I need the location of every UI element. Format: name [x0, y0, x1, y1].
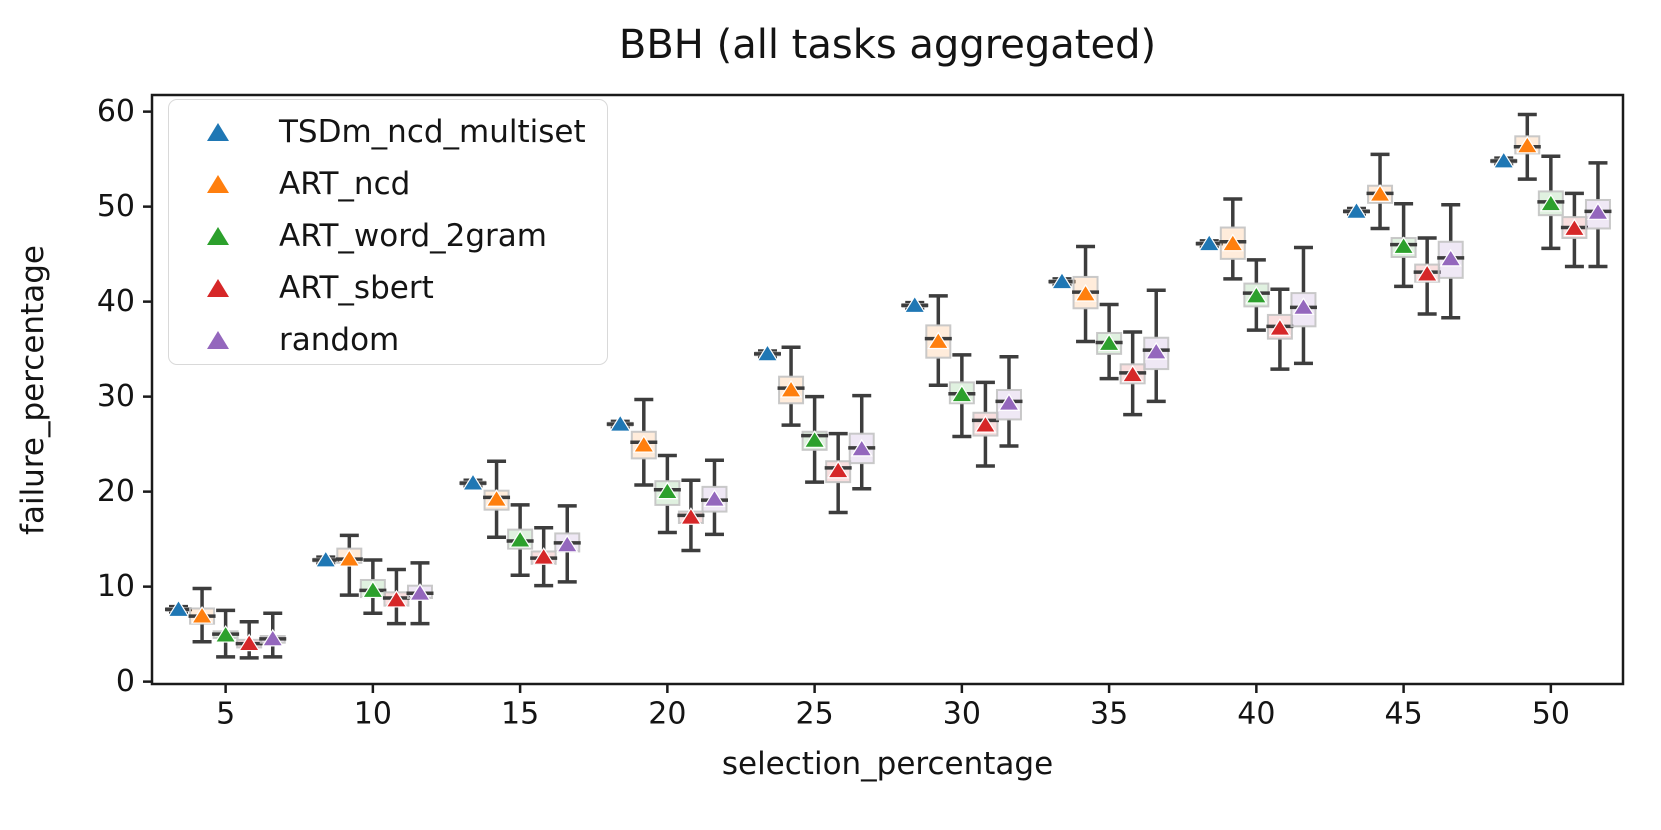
- triangle-up-icon: [207, 175, 229, 193]
- triangle-up-icon: [207, 279, 229, 297]
- mean-marker-triangle-up-icon-ART_ncd-x40: [1221, 233, 1244, 252]
- legend-label: ART_ncd: [279, 166, 411, 202]
- mean-marker-triangle-up-icon-random-x35: [1145, 341, 1168, 360]
- x-tick-label: 40: [1237, 697, 1275, 732]
- mean-marker-triangle-up-icon-ART_sbert-x35: [1121, 364, 1144, 383]
- mean-marker-triangle-up-icon-ART_word_2gram-x5: [214, 624, 237, 643]
- mean-marker-triangle-up-icon-random-x20: [703, 489, 726, 507]
- mean-marker-triangle-up-icon-ART_word_2gram-x50: [1539, 193, 1562, 212]
- mean-marker-triangle-up-icon-TSDm_ncd_multiset-x40: [1198, 233, 1221, 252]
- x-tick-label: 15: [501, 697, 539, 732]
- legend-item-ART_sbert: ART_sbert: [169, 262, 607, 314]
- mean-marker-triangle-up-icon-ART_word_2gram-x40: [1245, 285, 1268, 304]
- triangle-up-icon: [207, 227, 229, 245]
- x-tick-label: 10: [354, 697, 392, 732]
- legend-item-random: random: [169, 314, 607, 366]
- mean-marker-triangle-up-icon-ART_word_2gram-x15: [509, 529, 532, 548]
- mean-marker-triangle-up-icon-TSDm_ncd_multiset-x15: [461, 472, 485, 491]
- mean-marker-triangle-up-icon-TSDm_ncd_multiset-x20: [609, 414, 632, 432]
- y-tick-label: 20: [97, 474, 135, 509]
- mean-marker-triangle-up-icon-ART_ncd-x15: [485, 489, 508, 507]
- mean-marker-triangle-up-icon-TSDm_ncd_multiset-x45: [1345, 201, 1368, 219]
- mean-marker-triangle-up-icon-ART_sbert-x15: [532, 547, 555, 565]
- mean-marker-triangle-up-icon-TSDm_ncd_multiset-x10: [314, 549, 337, 568]
- legend-label: random: [279, 322, 400, 358]
- mean-marker-triangle-up-icon-ART_sbert-x25: [827, 460, 850, 479]
- x-tick-label: 20: [648, 697, 686, 732]
- y-tick-label: 40: [97, 284, 135, 319]
- mean-marker-triangle-up-icon-ART_word_2gram-x20: [656, 481, 679, 500]
- triangle-up-icon: [207, 123, 229, 141]
- mean-marker-triangle-up-icon-TSDm_ncd_multiset-x5: [167, 599, 190, 618]
- mean-marker-triangle-up-icon-ART_word_2gram-x10: [361, 580, 384, 599]
- mean-marker-triangle-up-icon-TSDm_ncd_multiset-x30: [903, 295, 926, 314]
- mean-marker-triangle-up-icon-random-x5: [261, 628, 284, 647]
- mean-marker-triangle-up-icon-random-x30: [997, 393, 1021, 411]
- mean-marker-triangle-up-icon-random-x45: [1439, 248, 1462, 267]
- y-tick-label: 30: [97, 379, 135, 414]
- mean-marker-triangle-up-icon-ART_word_2gram-x45: [1392, 236, 1415, 255]
- mean-marker-triangle-up-icon-ART_ncd-x25: [779, 379, 803, 398]
- legend-item-TSDm_ncd_multiset: TSDm_ncd_multiset: [169, 106, 607, 158]
- mean-marker-triangle-up-icon-ART_ncd-x45: [1368, 184, 1392, 202]
- mean-marker-triangle-up-icon-ART_ncd-x5: [190, 605, 214, 624]
- mean-marker-triangle-up-icon-ART_word_2gram-x30: [950, 384, 973, 403]
- mean-marker-triangle-up-icon-ART_ncd-x10: [338, 548, 361, 567]
- mean-marker-triangle-up-icon-ART_ncd-x30: [927, 331, 950, 350]
- mean-marker-triangle-up-icon-ART_sbert-x40: [1268, 318, 1291, 336]
- x-tick-label: 5: [216, 697, 235, 732]
- chart-title: BBH (all tasks aggregated): [618, 22, 1157, 68]
- x-tick-label: 30: [943, 697, 981, 732]
- mean-marker-triangle-up-icon-TSDm_ncd_multiset-x25: [756, 343, 779, 362]
- mean-marker-triangle-up-icon-ART_sbert-x30: [974, 414, 997, 433]
- legend-label: ART_word_2gram: [279, 218, 547, 254]
- x-tick-label: 35: [1090, 697, 1128, 732]
- x-tick-label: 25: [796, 697, 834, 732]
- mean-marker-triangle-up-icon-ART_sbert-x50: [1563, 218, 1586, 237]
- legend-label: TSDm_ncd_multiset: [279, 114, 586, 150]
- x-axis-label: selection_percentage: [721, 746, 1054, 782]
- mean-marker-triangle-up-icon-random-x10: [408, 583, 432, 601]
- mean-marker-triangle-up-icon-ART_sbert-x45: [1416, 263, 1439, 282]
- mean-marker-triangle-up-icon-ART_ncd-x50: [1516, 135, 1539, 154]
- triangle-up-icon: [207, 331, 229, 349]
- mean-marker-triangle-up-icon-ART_sbert-x20: [679, 507, 703, 525]
- mean-marker-triangle-up-icon-TSDm_ncd_multiset-x50: [1492, 150, 1515, 169]
- y-tick-label: 10: [97, 569, 135, 604]
- mean-marker-triangle-up-icon-ART_ncd-x20: [632, 434, 655, 453]
- legend-item-ART_ncd: ART_ncd: [169, 158, 607, 210]
- mean-marker-triangle-up-icon-ART_ncd-x35: [1074, 283, 1097, 302]
- legend-label: ART_sbert: [279, 270, 434, 306]
- plot-border: [150, 93, 1625, 686]
- mean-marker-triangle-up-icon-ART_word_2gram-x35: [1098, 333, 1121, 352]
- legend-item-ART_word_2gram: ART_word_2gram: [169, 210, 607, 262]
- mean-marker-triangle-up-icon-ART_word_2gram-x25: [803, 430, 826, 448]
- mean-marker-triangle-up-icon-random-x25: [850, 438, 873, 457]
- mean-marker-triangle-up-icon-TSDm_ncd_multiset-x35: [1050, 271, 1074, 290]
- x-tick-label: 50: [1532, 697, 1570, 732]
- y-tick-label: 50: [97, 189, 135, 224]
- mean-marker-triangle-up-icon-random-x50: [1586, 202, 1610, 220]
- y-tick-label: 60: [97, 94, 135, 129]
- legend: TSDm_ncd_multiset ART_ncd ART_word_2gram AR…: [168, 99, 608, 365]
- mean-marker-triangle-up-icon-random-x40: [1292, 297, 1315, 315]
- y-tick-label: 0: [116, 664, 135, 699]
- mean-marker-triangle-up-icon-random-x15: [556, 534, 579, 553]
- x-tick-label: 45: [1385, 697, 1423, 732]
- mean-marker-triangle-up-icon-ART_sbert-x5: [238, 633, 261, 652]
- mean-marker-triangle-up-icon-ART_sbert-x10: [385, 589, 408, 608]
